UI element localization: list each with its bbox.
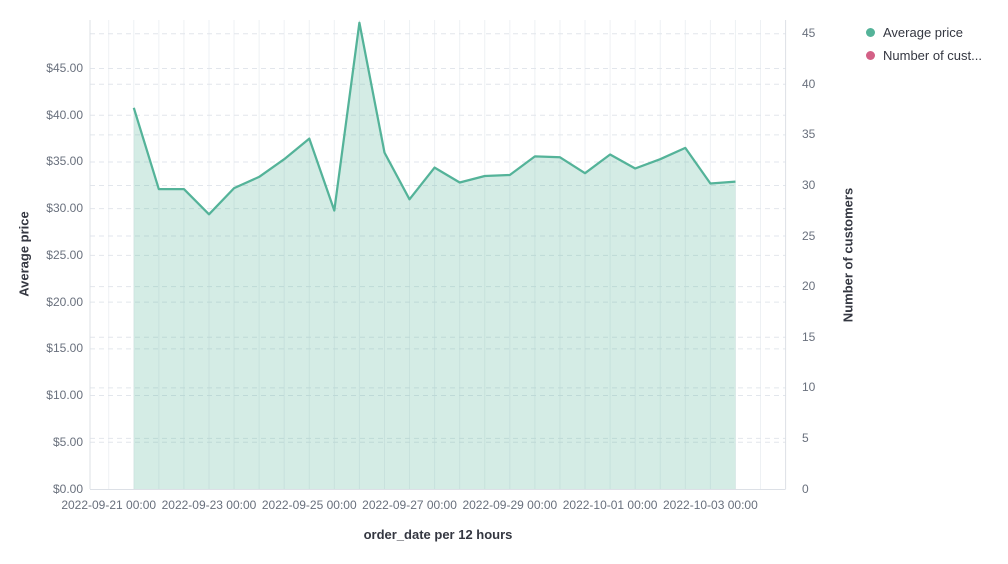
x-axis-title: order_date per 12 hours bbox=[363, 527, 513, 542]
y-axis-right-tick-label: 45 bbox=[802, 26, 816, 41]
x-axis-tick-label: 2022-09-21 00:00 bbox=[61, 498, 157, 512]
y-axis-right-tick-label: 25 bbox=[802, 228, 816, 243]
y-axis-left-tick-label: $25.00 bbox=[46, 247, 83, 262]
area-series-average-price[interactable] bbox=[133, 22, 736, 489]
x-axis-tick-label: 2022-10-01 00:00 bbox=[562, 498, 658, 512]
y-axis-left-tick-label: $15.00 bbox=[46, 341, 83, 356]
y-axis-left-tick-label: $40.00 bbox=[46, 107, 83, 122]
legend-label: Number of cust... bbox=[883, 48, 982, 63]
y-axis-right-tick-label: 35 bbox=[802, 127, 816, 142]
x-axis-tick-label: 2022-09-23 00:00 bbox=[161, 498, 257, 512]
y-axis-right-tick-label: 5 bbox=[802, 430, 809, 445]
y-axis-right-tick-label: 0 bbox=[802, 481, 809, 496]
y-axis-left-tick-label: $20.00 bbox=[46, 294, 83, 309]
y-axis-left-tick-label: $45.00 bbox=[46, 61, 83, 76]
y-axis-right-tick-label: 15 bbox=[802, 329, 816, 344]
y-axis-right-tick-label: 20 bbox=[802, 279, 816, 294]
legend: Average price Number of cust... bbox=[866, 21, 982, 67]
x-axis-tick-label: 2022-10-03 00:00 bbox=[663, 498, 758, 512]
x-axis-tick-label: 2022-09-29 00:00 bbox=[462, 498, 558, 512]
y-axis-left-tick-label: $35.00 bbox=[46, 154, 83, 169]
y-axis-right-title: Number of customers bbox=[840, 187, 856, 323]
y-axis-right-tick-label: 40 bbox=[802, 76, 816, 91]
y-axis-left-title: Average price bbox=[16, 211, 32, 297]
legend-item-number-of-customers[interactable]: Number of cust... bbox=[866, 44, 982, 67]
y-axis-left-tick-label: $30.00 bbox=[46, 201, 83, 216]
x-axis-tick-label: 2022-09-27 00:00 bbox=[362, 498, 457, 512]
y-axis-left-tick-label: $5.00 bbox=[52, 434, 83, 449]
series-color-dot-green-icon bbox=[866, 28, 875, 37]
y-axis-left-tick-label: $10.00 bbox=[46, 388, 83, 403]
line-series-average-price bbox=[132, 21, 736, 216]
y-axis-left-tick-label: $0.00 bbox=[52, 481, 83, 496]
legend-item-average-price[interactable]: Average price bbox=[866, 21, 982, 44]
legend-label: Average price bbox=[883, 25, 963, 40]
y-axis-right-tick-label: 30 bbox=[802, 177, 816, 192]
x-axis-tick-label: 2022-09-25 00:00 bbox=[261, 498, 357, 512]
y-axis-right-tick-label: 10 bbox=[802, 380, 816, 395]
series-color-dot-pink-icon bbox=[866, 51, 875, 60]
